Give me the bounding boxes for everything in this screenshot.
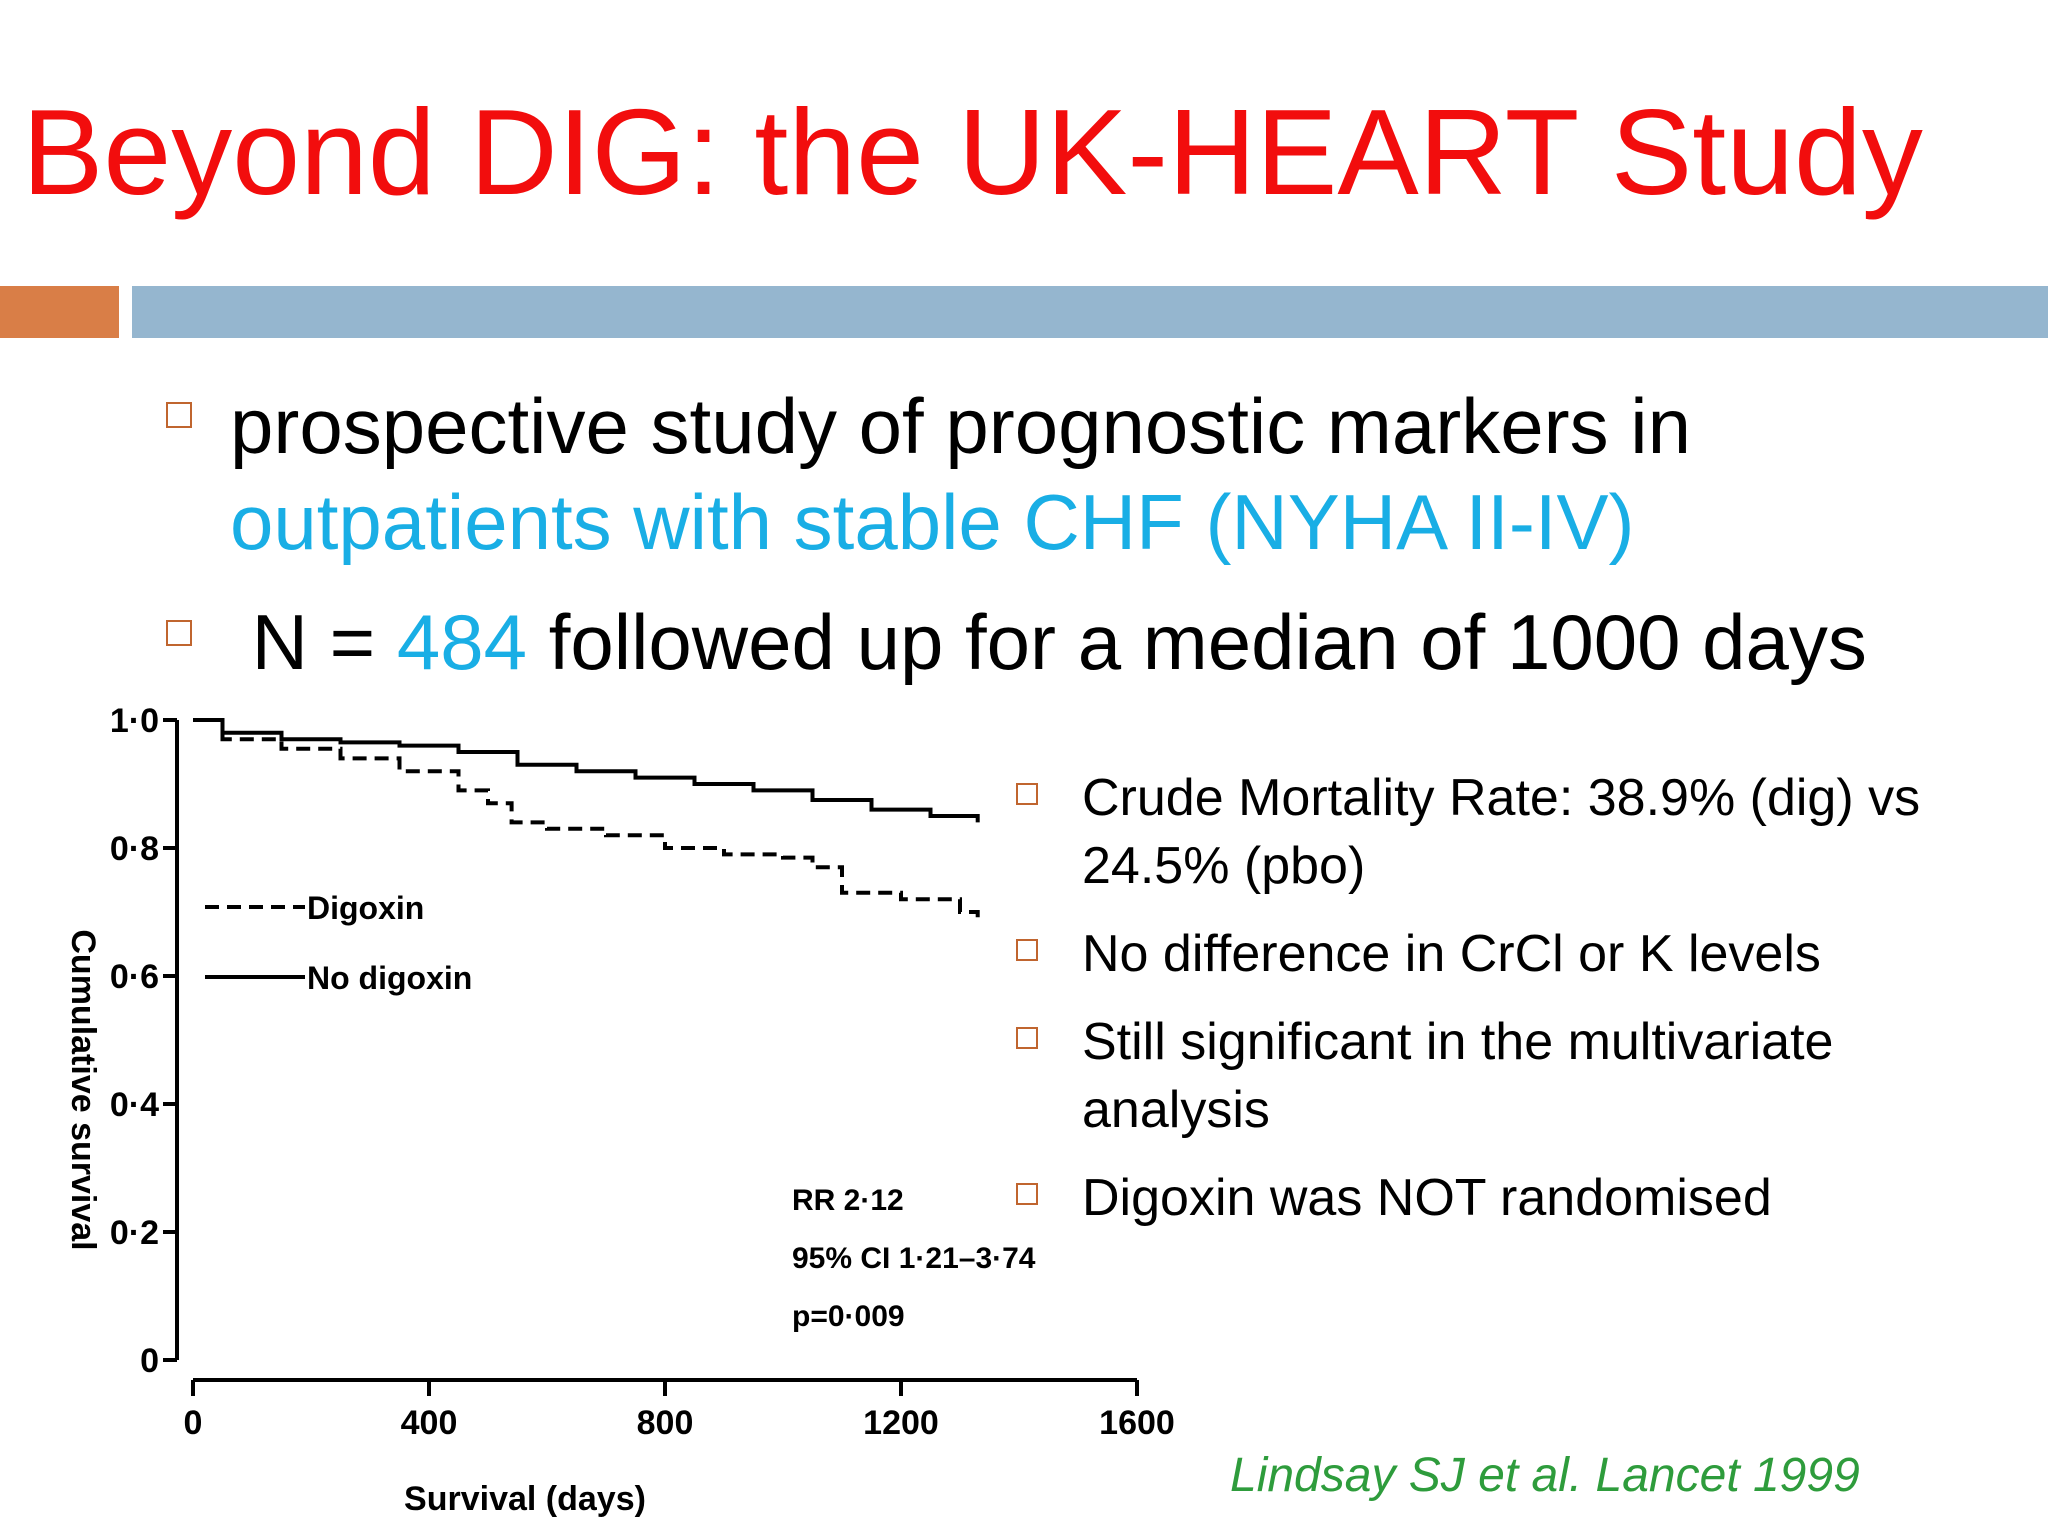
accent-bar-blue: [132, 286, 2048, 338]
x-tick-label: 400: [401, 1404, 458, 1442]
legend-label: No digoxin: [307, 960, 472, 996]
right-bullet-4-line-1: Digoxin was NOT randomised: [1082, 1169, 1772, 1227]
series-line-no-digoxin: [193, 718, 980, 823]
accent-bar-orange: [0, 286, 119, 338]
y-tick-label: 0·8: [110, 830, 159, 868]
x-tick-label: 0: [184, 1404, 203, 1442]
bullet-square-icon: [1016, 1183, 1038, 1205]
slide-title: Beyond DIG: the UK-HEART Study: [22, 84, 1923, 220]
bullet-2: N = 484 followed up for a median of 1000…: [230, 594, 1867, 690]
y-tick-label: 1·0: [110, 702, 159, 740]
legend-label: Digoxin: [307, 890, 424, 926]
right-bullet-3-line-2: analysis: [1082, 1081, 1270, 1139]
series-line-digoxin: [193, 718, 980, 919]
survival-chart: 0 0·2 0·4 0·6 0·8 1·0 0 400 800 1200 1600 Survival …: [64, 702, 1175, 1518]
bullet-square-icon: [1016, 1027, 1038, 1049]
x-axis-label: Survival (days): [404, 1480, 646, 1518]
y-tick-label: 0·2: [110, 1214, 159, 1252]
x-tick-label: 1200: [863, 1404, 939, 1442]
bullet-2-prefix: N =: [230, 598, 397, 686]
bullet-2-suffix: followed up for a median of 1000 days: [527, 598, 1867, 686]
bullet-1-line-1: prospective study of prognostic markers …: [230, 382, 1691, 470]
right-bullet-2-line-1: No difference in CrCl or K levels: [1082, 925, 1821, 983]
chart-annotation: RR 2·12: [792, 1184, 904, 1217]
right-bullet-1-line-1: Crude Mortality Rate: 38.9% (dig) vs: [1082, 769, 1921, 827]
right-bullet-3-line-1: Still significant in the multivariate: [1082, 1013, 1834, 1071]
bullet-1-line-2: outpatients with stable CHF (NYHA II-IV): [230, 478, 1635, 566]
bullet-square-icon: [166, 620, 192, 646]
bullet-2-highlight: 484: [396, 598, 528, 686]
chart-annotation: p=0·009: [792, 1300, 905, 1333]
y-tick-label: 0·4: [110, 1086, 159, 1124]
x-tick-label: 1600: [1099, 1404, 1175, 1442]
bullet-square-icon: [1016, 939, 1038, 961]
x-tick-label: 800: [637, 1404, 694, 1442]
y-tick-label: 0: [140, 1342, 159, 1380]
bullet-square-icon: [1016, 783, 1038, 805]
chart-annotation: 95% CI 1·21–3·74: [792, 1242, 1036, 1275]
right-bullet-1-line-2: 24.5% (pbo): [1082, 837, 1366, 895]
citation: Lindsay SJ et al. Lancet 1999: [1230, 1449, 1860, 1502]
y-tick-label: 0·6: [110, 958, 159, 996]
y-axis-label: Cumulative survival: [64, 929, 102, 1250]
bullet-square-icon: [166, 402, 192, 428]
